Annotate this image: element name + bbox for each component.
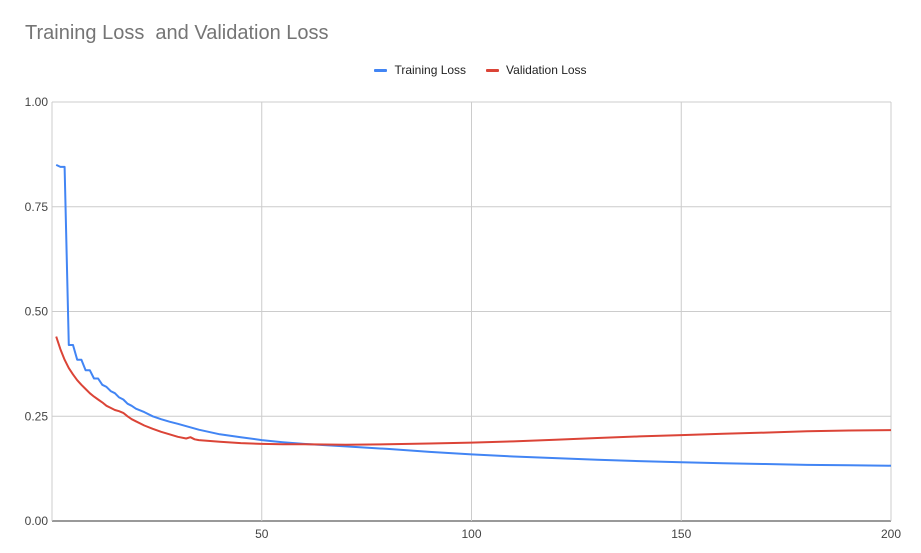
legend-item-validation[interactable]: Validation Loss: [486, 63, 587, 77]
series-line-training: [55, 163, 892, 467]
x-tick-label: 150: [671, 527, 691, 541]
x-tick-label: 200: [881, 527, 901, 541]
series-line-validation: [55, 336, 892, 446]
y-tick-label: 0.50: [25, 305, 49, 319]
y-tick-label: 0.25: [25, 409, 49, 423]
legend-label-training: Training Loss: [394, 63, 467, 77]
y-tick-label: 0.75: [25, 200, 49, 214]
legend-swatch-training: [374, 68, 388, 72]
chart-title: Training Loss and Validation Loss: [25, 22, 329, 44]
y-tick-label: 1.00: [25, 95, 49, 109]
legend-label-validation: Validation Loss: [506, 63, 587, 77]
legend-swatch-validation: [486, 68, 500, 72]
y-tick-label: 0.00: [25, 514, 49, 528]
x-tick-label: 100: [461, 527, 481, 541]
legend: Training Loss Validation Loss: [20, 63, 921, 77]
x-tick-label: 50: [255, 527, 269, 541]
legend-item-training[interactable]: Training Loss: [374, 63, 466, 77]
